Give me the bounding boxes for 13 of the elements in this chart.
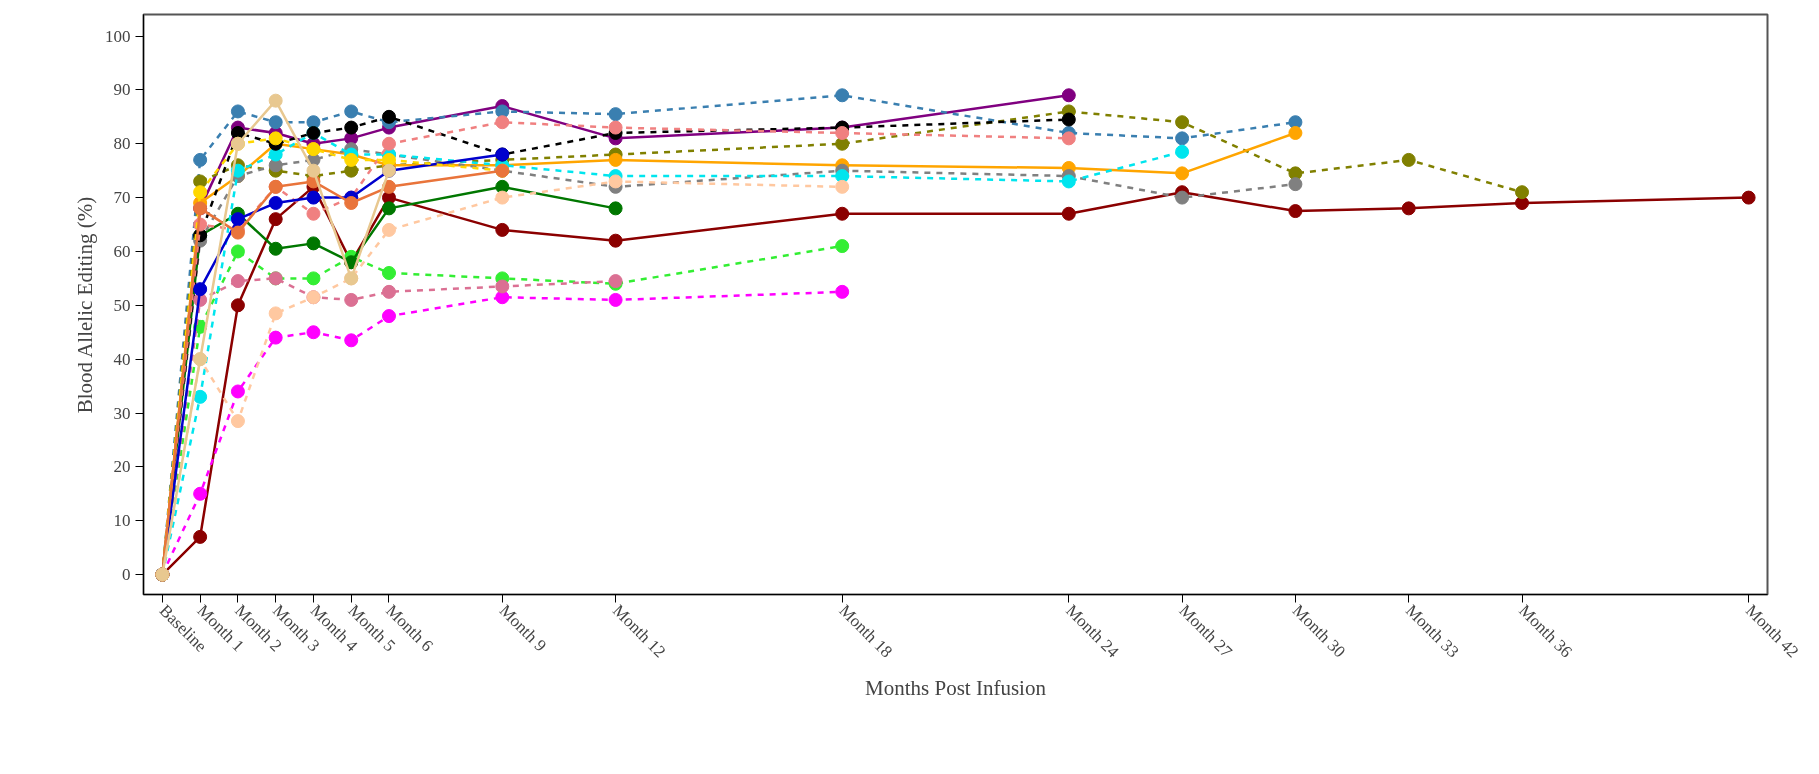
y-tick-label: 90 xyxy=(113,80,131,100)
y-tick-label: 100 xyxy=(105,26,131,46)
y-tick-label: 80 xyxy=(113,134,131,154)
y-tick-label: 40 xyxy=(113,349,131,369)
y-tick-label: 20 xyxy=(113,457,131,477)
x-axis-title: Months Post Infusion xyxy=(865,676,1047,701)
y-tick-label: 0 xyxy=(122,565,131,585)
y-tick-label: 30 xyxy=(113,403,131,423)
y-tick-label: 10 xyxy=(113,511,131,531)
y-tick-label: 60 xyxy=(113,241,131,261)
y-axis-title: Blood Allelic Editing (%) xyxy=(73,196,97,414)
y-tick-label: 70 xyxy=(113,188,131,208)
y-tick-label: 50 xyxy=(113,295,131,315)
